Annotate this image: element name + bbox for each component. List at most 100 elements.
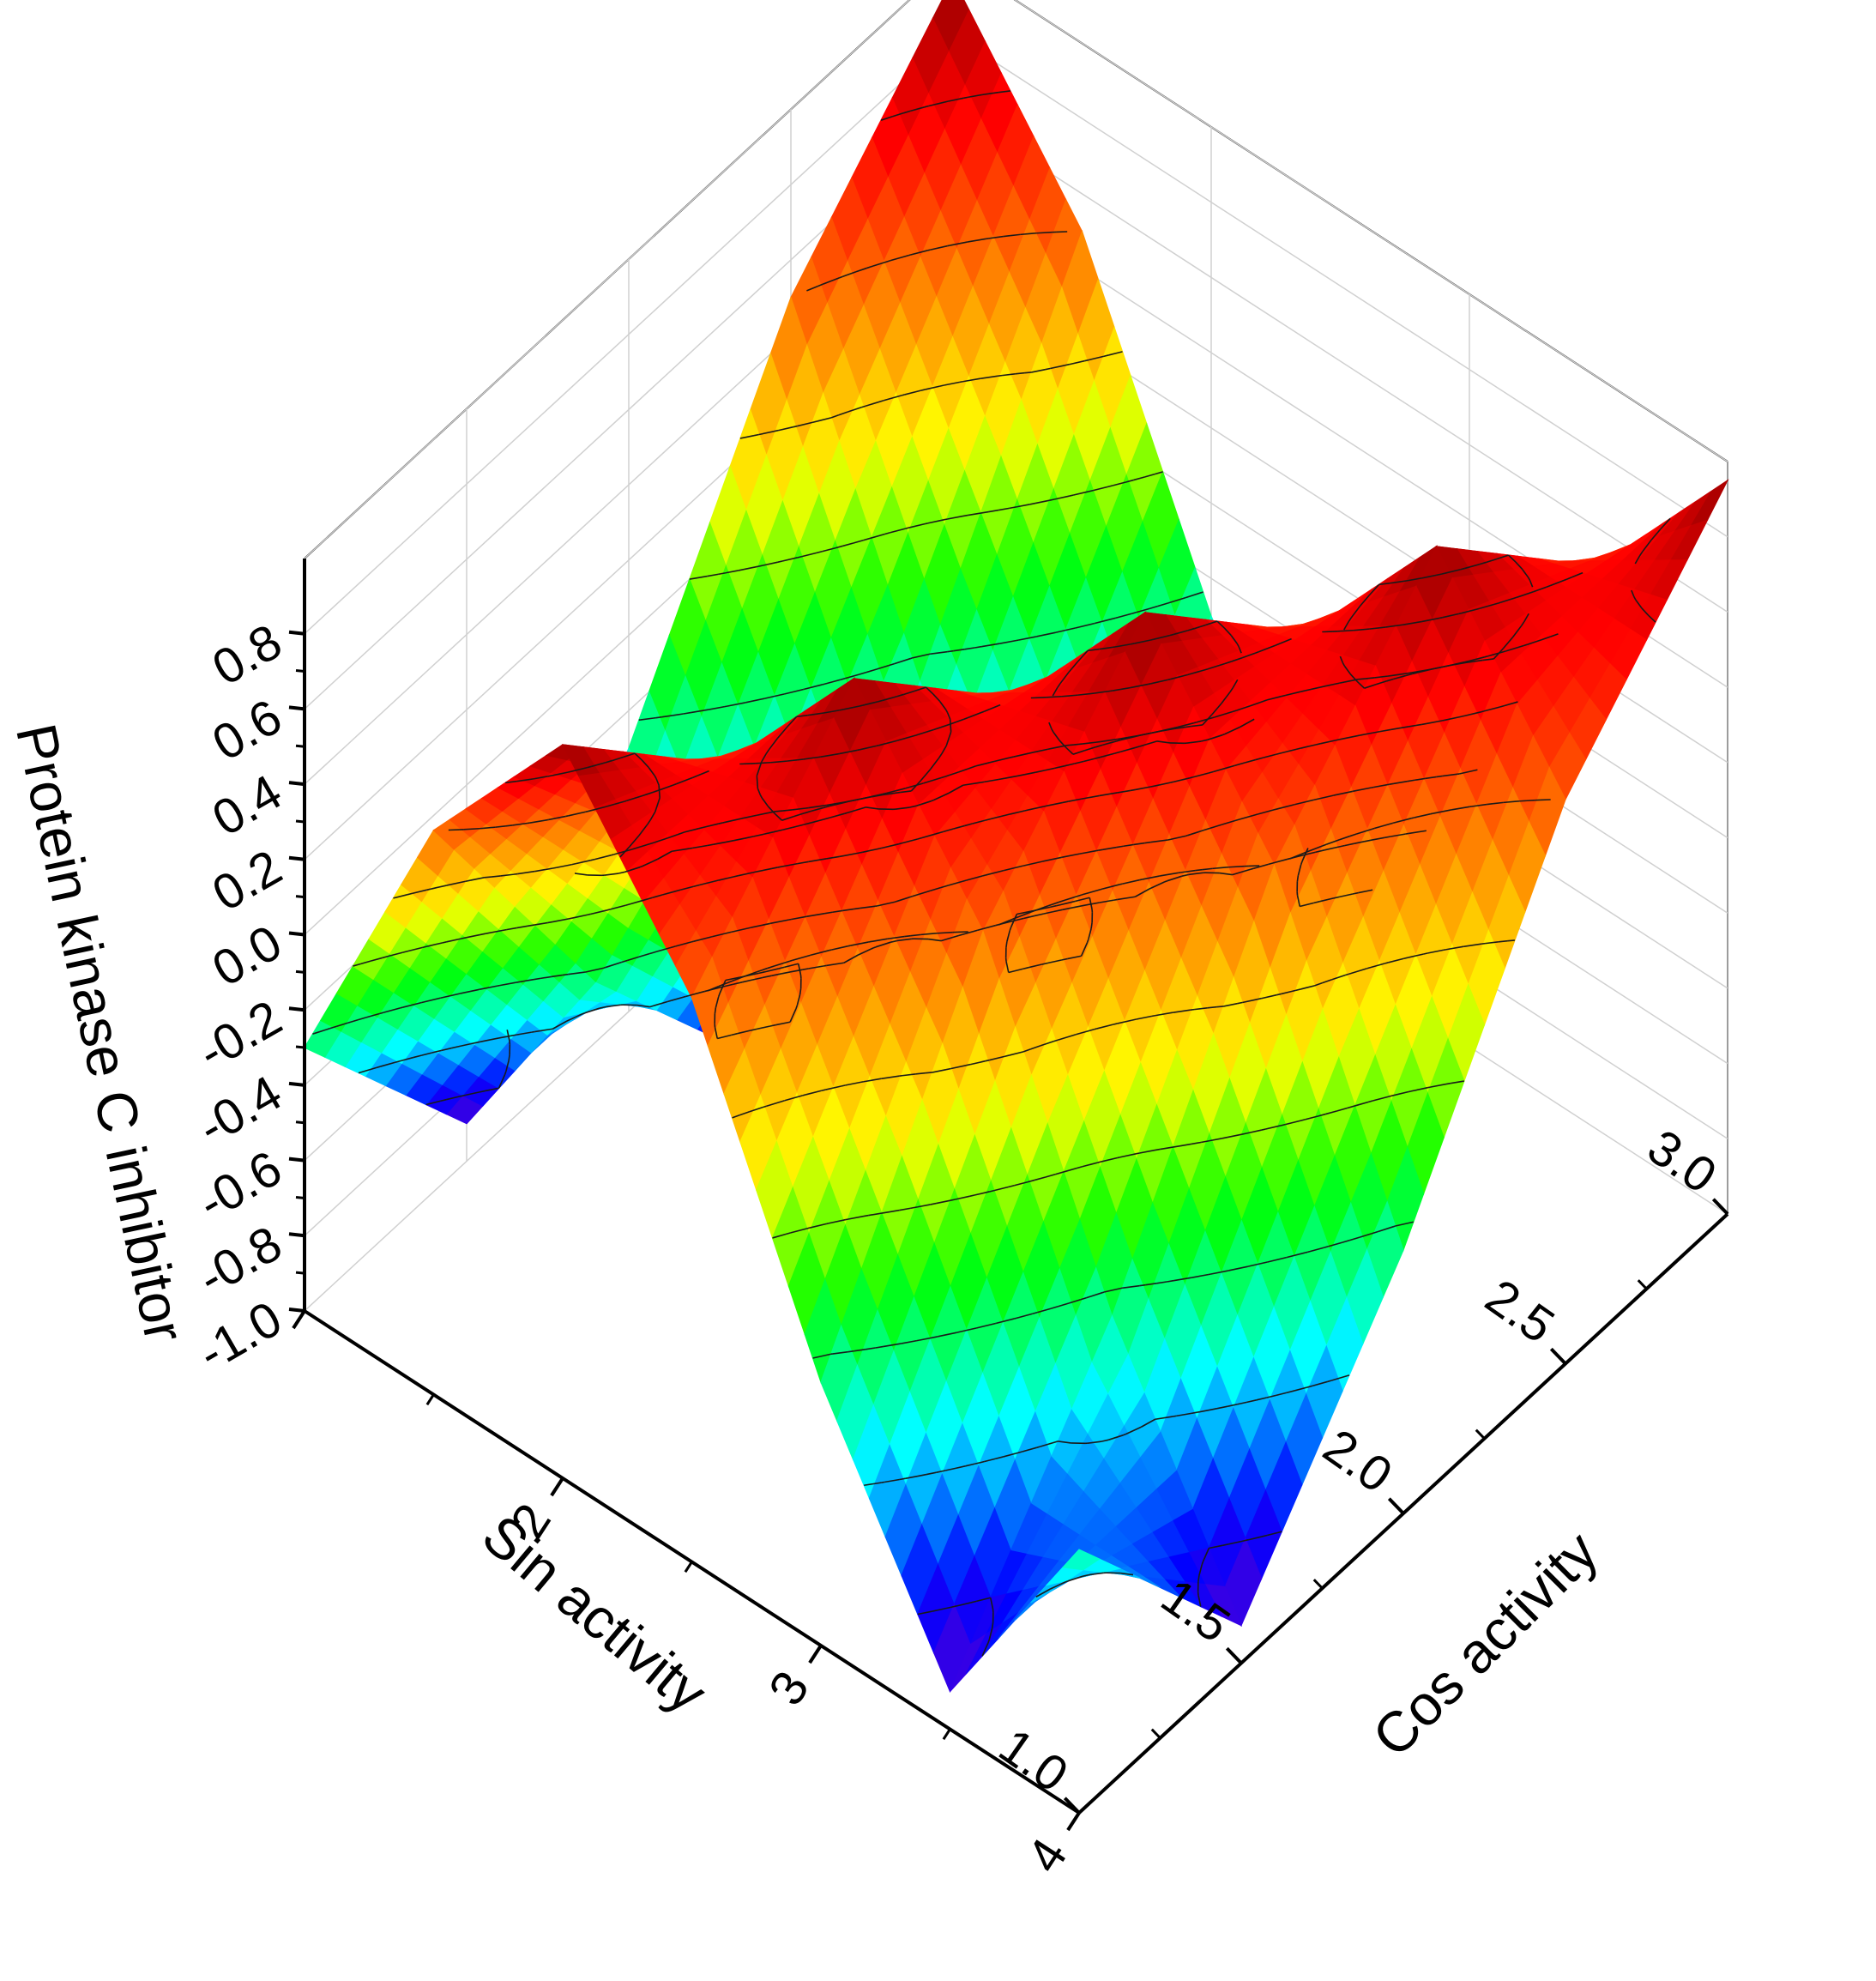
contour-segment	[1079, 852, 1083, 855]
contour-segment	[1016, 639, 1019, 642]
contour-segment	[1009, 810, 1025, 815]
contour-segment	[859, 704, 863, 707]
contour-segment	[829, 801, 846, 807]
contour-segment	[763, 561, 779, 566]
contour-segment	[1094, 756, 1103, 760]
contour-segment	[767, 806, 775, 814]
contour-segment	[762, 975, 772, 979]
contour-segment	[531, 1030, 535, 1033]
y-tick	[1711, 1198, 1729, 1216]
contour-segment	[1391, 1090, 1409, 1096]
contour-segment	[863, 537, 872, 541]
contour-segment	[1134, 888, 1150, 897]
contour-segment	[1493, 801, 1504, 805]
contour-segment	[568, 811, 586, 817]
contour-segment	[1024, 371, 1032, 374]
contour-segment	[588, 806, 606, 812]
contour-segment	[1015, 371, 1025, 375]
contour-segment	[450, 1045, 461, 1049]
contour-segment	[335, 1022, 348, 1028]
contour-segment	[1201, 1561, 1204, 1566]
contour-segment	[714, 1027, 719, 1039]
contour-segment	[712, 931, 733, 938]
contour-segment	[594, 855, 612, 861]
contour-segment	[1481, 942, 1486, 945]
contour-segment	[1089, 1572, 1105, 1576]
contour-segment	[1402, 620, 1421, 625]
contour-segment	[797, 421, 813, 427]
contour-segment	[499, 981, 516, 987]
contour-segment	[1188, 668, 1208, 675]
contour-segment	[1164, 880, 1167, 883]
contour-segment	[1433, 809, 1451, 814]
contour-segment	[1153, 782, 1171, 788]
contour-segment	[1187, 627, 1196, 631]
contour-segment	[1212, 867, 1226, 870]
contour-segment	[1371, 1230, 1378, 1235]
contour-segment	[1261, 1534, 1268, 1537]
contour-segment	[1109, 792, 1118, 795]
contour-segment	[1153, 634, 1170, 640]
contour-segment	[479, 985, 498, 990]
contour-segment	[699, 880, 715, 886]
contour-segment	[773, 429, 779, 432]
contour-segment	[1252, 813, 1258, 817]
contour-segment	[1203, 827, 1210, 831]
contour-segment	[947, 515, 963, 520]
contour-segment	[791, 954, 811, 962]
contour-segment	[890, 528, 906, 534]
contour-segment	[1099, 647, 1110, 650]
z-tick	[288, 705, 305, 711]
contour-segment	[691, 990, 705, 996]
contour-segment	[461, 937, 467, 939]
contour-segment	[1390, 727, 1402, 731]
contour-segment	[1031, 909, 1035, 913]
contour-segment	[1131, 683, 1149, 689]
contour-segment	[859, 851, 863, 854]
contour-segment	[1081, 796, 1089, 800]
contour-segment	[1504, 701, 1518, 707]
contour-segment	[1639, 551, 1644, 556]
contour-segment	[490, 1037, 499, 1041]
contour-segment	[718, 822, 723, 824]
contour-segment	[1084, 746, 1096, 752]
contour-segment	[884, 532, 890, 535]
contour-segment	[1228, 1540, 1243, 1545]
contour-segment	[1387, 674, 1391, 677]
contour-segment	[944, 709, 949, 713]
contour-segment	[1267, 1531, 1282, 1537]
contour-segment	[1063, 1167, 1077, 1173]
contour-segment	[999, 639, 1016, 644]
contour-segment	[1224, 661, 1232, 665]
contour-segment	[534, 867, 553, 873]
contour-segment	[866, 668, 878, 673]
contour-segment	[1053, 495, 1070, 500]
contour-segment	[939, 701, 947, 710]
contour-segment	[1069, 359, 1085, 365]
contour-segment	[1123, 1433, 1126, 1436]
contour-segment	[956, 1602, 971, 1607]
contour-segment	[1242, 999, 1258, 1004]
contour-segment	[1356, 680, 1366, 689]
z-minor-tick	[295, 969, 305, 974]
contour-segment	[1010, 917, 1016, 921]
contour-segment	[1280, 1123, 1286, 1126]
contour-segment	[860, 905, 876, 909]
contour-segment	[908, 522, 926, 528]
contour-segment	[1451, 806, 1470, 811]
contour-segment	[823, 679, 841, 685]
contour-segment	[1187, 1277, 1192, 1279]
contour-segment	[1458, 612, 1462, 615]
contour-segment	[801, 552, 817, 558]
contour-segment	[697, 770, 709, 776]
contour-segment	[765, 749, 770, 754]
contour-segment	[1072, 905, 1082, 909]
contour-segment	[1148, 683, 1151, 685]
contour-segment	[638, 952, 650, 958]
contour-segment	[422, 945, 428, 949]
contour-segment	[1188, 872, 1203, 876]
contour-segment	[1030, 1045, 1041, 1050]
contour-segment	[1487, 650, 1506, 657]
contour-segment	[940, 934, 960, 942]
contour-segment	[1274, 858, 1288, 864]
